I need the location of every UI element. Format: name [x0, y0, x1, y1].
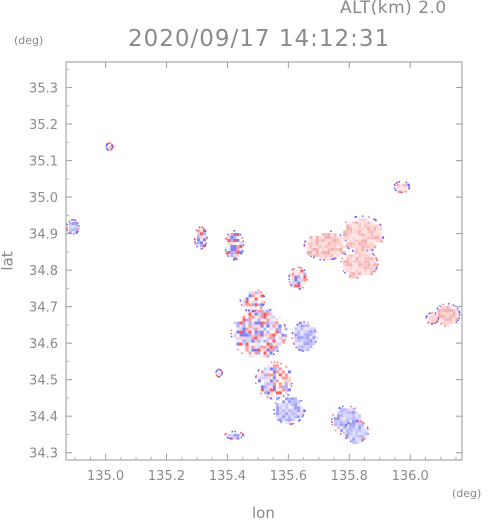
x-tick-label: 135.0 [87, 469, 124, 484]
timestamp-title: 2020/09/17 14:12:31 [128, 26, 391, 52]
x-tick-label: 135.8 [331, 469, 368, 484]
echo-region-blue [343, 419, 369, 444]
echo-region-red [340, 249, 380, 279]
echo-layer [66, 142, 461, 444]
x-tick-label: 136.0 [392, 469, 429, 484]
x-tick-label: 135.2 [148, 469, 185, 484]
echo-region-mixed [288, 266, 309, 290]
echo-region-blue [291, 321, 319, 352]
y-tick-label: 34.3 [29, 447, 58, 462]
echo-region-blue [224, 430, 245, 440]
y-tick-label: 35.2 [29, 118, 58, 133]
y-tick-label: 35.3 [29, 82, 58, 97]
echo-region-blue [66, 219, 80, 235]
y-axis: 34.3 34.4 34.5 34.6 34.7 34.8 34.9 35.0 35.1 35.2… [29, 68, 462, 462]
echo-region-red [105, 142, 115, 152]
echo-region-blue [215, 368, 223, 378]
x-axis-unit: (deg) [452, 487, 482, 500]
x-tick-label: 135.4 [209, 469, 246, 484]
echo-region-mixed [193, 226, 208, 250]
echo-region-mixed [230, 307, 288, 358]
x-tick-label: 135.6 [270, 469, 307, 484]
y-tick-label: 34.7 [29, 301, 58, 316]
echo-region-mixed [255, 361, 293, 401]
x-axis: 135.0 135.2 135.4 135.6 135.8 136.0 [74, 62, 457, 484]
echo-region-red [393, 181, 411, 194]
echo-region-red [425, 312, 440, 325]
echo-region-red [343, 215, 385, 254]
y-tick-label: 34.4 [29, 410, 58, 425]
y-tick-label: 34.5 [29, 374, 58, 389]
y-tick-label: 35.0 [29, 191, 58, 206]
plot-frame [65, 61, 463, 461]
y-tick-label: 34.6 [29, 337, 58, 352]
echo-region-mixed [239, 289, 266, 313]
y-tick-label: 34.9 [29, 228, 58, 243]
echo-region-blue [273, 394, 307, 425]
echo-region-red [303, 230, 348, 261]
echo-region-mixed [224, 230, 245, 261]
y-tick-label: 34.8 [29, 264, 58, 279]
y-axis-unit: (deg) [14, 34, 44, 47]
altitude-label: ALT(km) 2.0 [340, 0, 447, 18]
y-tick-label: 35.1 [29, 155, 58, 170]
x-axis-title: lon [252, 504, 275, 522]
